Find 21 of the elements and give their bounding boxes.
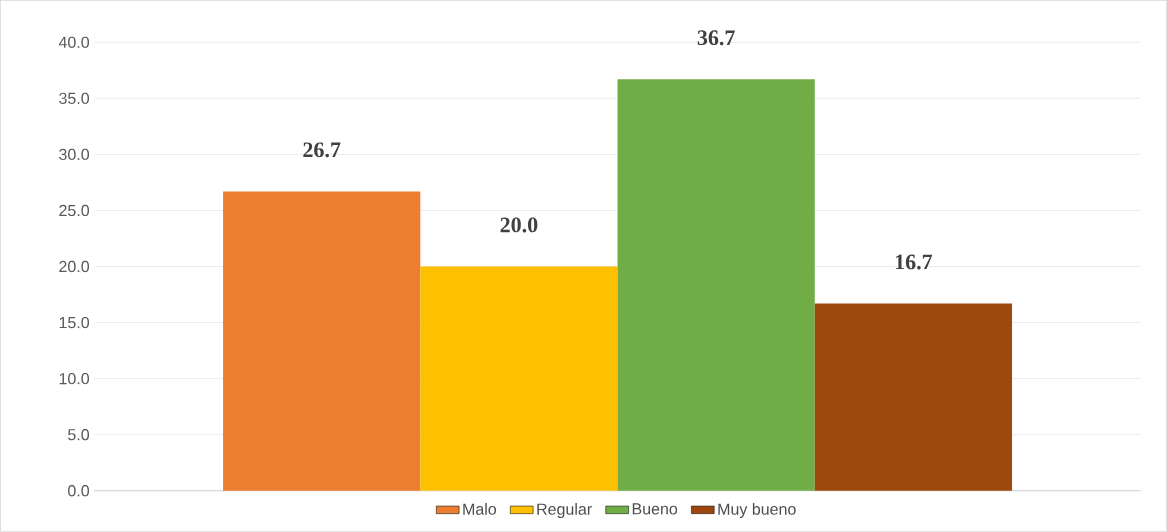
legend-label: Bueno [632, 503, 678, 515]
y-tick-label: 35.0 [59, 92, 90, 105]
y-tick-label: 30.0 [59, 148, 90, 161]
y-tick-label: 5.0 [68, 429, 90, 441]
bar [814, 303, 1013, 491]
legend-label: Regular [537, 503, 592, 519]
bar [420, 266, 618, 491]
y-tick-label: 40.0 [58, 36, 90, 49]
y-tick-label: 0.0 [68, 485, 90, 497]
bar [223, 191, 421, 491]
legend-label: Muy bueno [718, 503, 796, 519]
bar [617, 79, 815, 491]
data-label: 20.0 [500, 217, 538, 233]
y-tick-label: 15.0 [59, 317, 90, 329]
data-label: 36.7 [697, 30, 735, 46]
legend-label: Malo [463, 503, 497, 515]
data-label: 26.7 [303, 142, 341, 158]
y-tick-label: 20.0 [59, 260, 90, 273]
y-tick-label: 25.0 [59, 204, 90, 217]
data-label: 16.7 [895, 254, 933, 270]
y-tick-label: 10.0 [59, 373, 90, 385]
